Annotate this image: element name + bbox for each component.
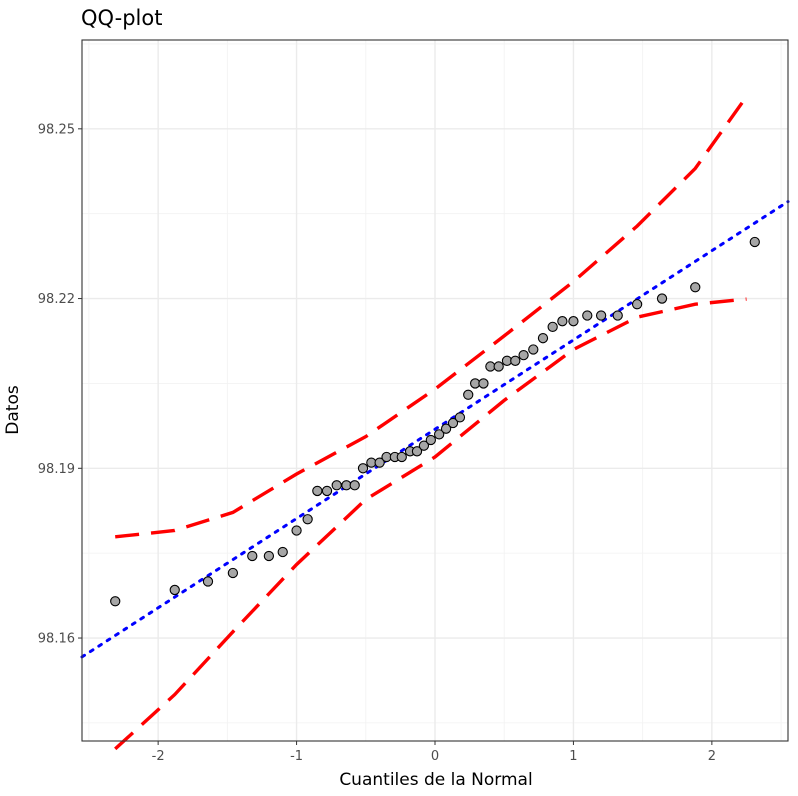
data-point bbox=[690, 282, 701, 293]
data-point bbox=[418, 440, 430, 451]
data-point bbox=[349, 480, 360, 491]
data-point bbox=[440, 423, 452, 434]
data-point bbox=[425, 434, 436, 446]
data-point bbox=[493, 361, 504, 372]
data-point bbox=[612, 310, 623, 321]
data-point bbox=[537, 333, 549, 344]
upper-confidence-band bbox=[115, 95, 748, 539]
data-point bbox=[411, 446, 423, 457]
x-tick-label: -2 bbox=[152, 749, 165, 764]
reference-line bbox=[80, 200, 790, 659]
data-point bbox=[331, 480, 342, 491]
data-point bbox=[321, 485, 333, 497]
data-point bbox=[291, 525, 302, 536]
data-point bbox=[302, 514, 313, 525]
reference-line-group bbox=[80, 200, 790, 659]
x-tick-label: -1 bbox=[290, 749, 303, 764]
data-point bbox=[277, 546, 288, 558]
data-point bbox=[227, 567, 239, 579]
data-point bbox=[595, 310, 607, 321]
data-point bbox=[374, 457, 385, 468]
data-point bbox=[357, 463, 369, 474]
data-point bbox=[656, 293, 668, 304]
x-axis-title: Cuantiles de la Normal bbox=[339, 770, 532, 790]
y-tick-label: 98.16 bbox=[38, 632, 75, 647]
data-point bbox=[463, 389, 474, 400]
data-point bbox=[434, 429, 445, 440]
y-axis-title: Datos bbox=[3, 385, 23, 435]
data-point bbox=[510, 355, 521, 366]
lower-confidence-band bbox=[114, 297, 747, 751]
data-point bbox=[447, 417, 459, 429]
data-point bbox=[454, 412, 466, 423]
x-tick-label: 0 bbox=[431, 749, 439, 764]
data-point bbox=[396, 451, 407, 463]
data-points bbox=[110, 236, 760, 607]
confidence-band bbox=[114, 95, 748, 751]
data-point bbox=[110, 596, 121, 607]
data-point bbox=[247, 550, 258, 562]
data-point bbox=[478, 378, 489, 389]
x-axis-ticks: -2 -1 0 1 2 bbox=[152, 741, 716, 764]
x-tick-label: 1 bbox=[569, 749, 577, 764]
data-point bbox=[749, 236, 760, 248]
data-point bbox=[263, 550, 275, 562]
data-point bbox=[202, 576, 214, 587]
data-point bbox=[557, 316, 568, 327]
y-tick-label: 98.22 bbox=[38, 292, 75, 307]
grid bbox=[82, 40, 788, 741]
data-point bbox=[169, 584, 180, 596]
data-point bbox=[518, 349, 529, 361]
data-point bbox=[547, 321, 558, 332]
y-tick-label: 98.19 bbox=[38, 462, 75, 477]
data-point bbox=[582, 310, 593, 321]
data-point bbox=[568, 316, 579, 327]
y-tick-label: 98.25 bbox=[38, 122, 75, 137]
data-point bbox=[528, 344, 539, 355]
data-point bbox=[312, 485, 323, 497]
y-axis-ticks: 98.16 98.19 98.22 98.25 bbox=[38, 122, 82, 647]
chart-title: QQ-plot bbox=[81, 6, 162, 30]
x-tick-label: 2 bbox=[708, 749, 716, 764]
data-point bbox=[631, 299, 643, 310]
